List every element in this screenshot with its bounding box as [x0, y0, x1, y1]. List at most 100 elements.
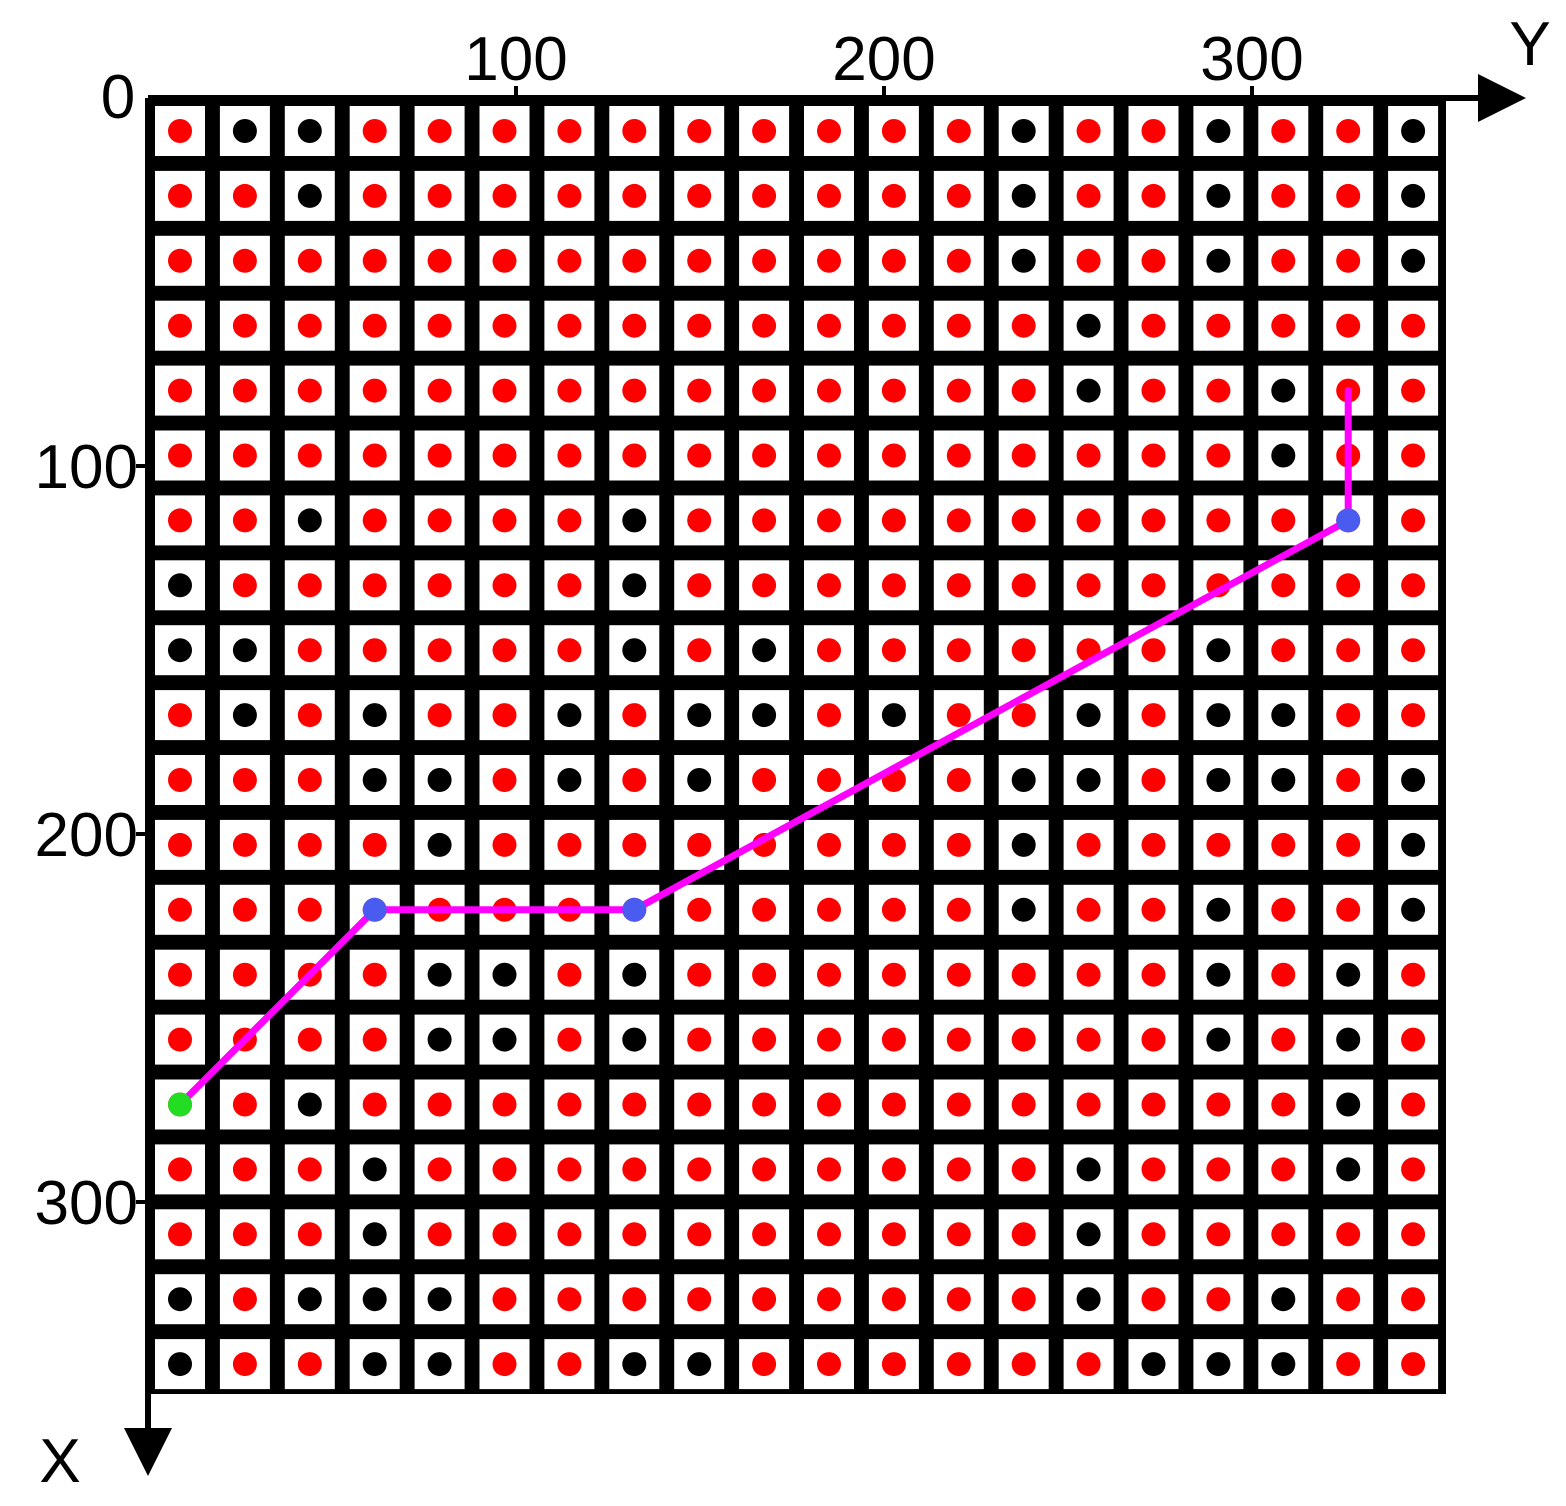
free-dot: [1401, 1092, 1426, 1117]
free-dot: [557, 1157, 582, 1182]
obstacle-dot: [1401, 768, 1426, 792]
free-dot: [492, 508, 517, 533]
free-dot: [946, 1287, 971, 1312]
free-dot: [168, 703, 192, 728]
free-dot: [427, 378, 452, 403]
free-dot: [492, 1157, 517, 1182]
obstacle-dot: [232, 703, 257, 728]
free-dot: [881, 638, 906, 663]
free-dot: [752, 1092, 777, 1117]
free-dot: [232, 508, 257, 533]
free-dot: [817, 703, 841, 728]
obstacle-dot: [557, 703, 582, 728]
free-dot: [1336, 313, 1361, 338]
obstacle-dot: [297, 1092, 322, 1117]
waypoint: [362, 897, 387, 922]
free-dot: [881, 378, 906, 403]
free-dot: [752, 119, 777, 143]
free-dot: [687, 1027, 712, 1052]
obstacle-dot: [427, 962, 452, 987]
obstacle-dot: [622, 1027, 647, 1052]
free-dot: [1141, 119, 1166, 143]
free-dot: [232, 443, 257, 468]
free-dot: [946, 832, 971, 857]
free-dot: [1076, 897, 1101, 922]
free-dot: [1336, 703, 1361, 728]
obstacle-dot: [1336, 1092, 1361, 1117]
free-dot: [297, 703, 322, 728]
obstacle-dot: [232, 638, 257, 663]
free-dot: [1141, 1222, 1166, 1247]
free-dot: [557, 962, 582, 987]
free-dot: [1141, 313, 1166, 338]
obstacle-dot: [427, 768, 452, 792]
free-dot: [687, 119, 712, 143]
free-dot: [168, 832, 192, 857]
free-dot: [1271, 119, 1296, 143]
free-dot: [946, 119, 971, 143]
free-dot: [1141, 768, 1166, 792]
free-dot: [1076, 962, 1101, 987]
free-dot: [622, 1157, 647, 1182]
free-dot: [168, 378, 192, 403]
free-dot: [362, 638, 387, 663]
free-dot: [622, 443, 647, 468]
obstacle-dot: [168, 1287, 192, 1312]
obstacle-dot: [752, 703, 777, 728]
free-dot: [1076, 119, 1101, 143]
obstacle-dot: [297, 1287, 322, 1312]
obstacle-dot: [1206, 768, 1231, 792]
free-dot: [817, 832, 841, 857]
free-dot: [232, 1287, 257, 1312]
obstacle-dot: [297, 119, 322, 143]
free-dot: [881, 897, 906, 922]
free-dot: [1076, 832, 1101, 857]
free-dot: [687, 638, 712, 663]
free-dot: [232, 183, 257, 208]
free-dot: [168, 119, 192, 143]
free-dot: [1011, 638, 1036, 663]
y-axis-label: Y: [1509, 10, 1550, 79]
free-dot: [232, 832, 257, 857]
free-dot: [1401, 508, 1426, 533]
free-dot: [1141, 962, 1166, 987]
free-dot: [1206, 1222, 1231, 1247]
free-dot: [752, 313, 777, 338]
free-dot: [687, 443, 712, 468]
free-dot: [946, 1027, 971, 1052]
free-dot: [881, 1352, 906, 1377]
free-dot: [881, 508, 906, 533]
free-dot: [1011, 703, 1036, 728]
obstacle-dot: [687, 703, 712, 728]
free-dot: [557, 573, 582, 598]
free-dot: [752, 1352, 777, 1377]
free-dot: [1141, 508, 1166, 533]
free-dot: [492, 638, 517, 663]
free-dot: [168, 768, 192, 792]
free-dot: [1011, 1222, 1036, 1247]
free-dot: [1336, 1287, 1361, 1312]
free-dot: [1141, 443, 1166, 468]
free-dot: [881, 962, 906, 987]
free-dot: [1076, 248, 1101, 273]
free-dot: [1011, 1287, 1036, 1312]
free-dot: [1401, 313, 1426, 338]
obstacle-dot: [1206, 703, 1231, 728]
free-dot: [427, 573, 452, 598]
y-tick-label: 100: [464, 25, 567, 94]
free-dot: [946, 638, 971, 663]
free-dot: [168, 248, 192, 273]
free-dot: [817, 1092, 841, 1117]
free-dot: [946, 703, 971, 728]
free-dot: [492, 768, 517, 792]
free-dot: [492, 1352, 517, 1377]
free-dot: [427, 313, 452, 338]
free-dot: [752, 378, 777, 403]
free-dot: [687, 378, 712, 403]
free-dot: [362, 378, 387, 403]
free-dot: [168, 1157, 192, 1182]
free-dot: [752, 443, 777, 468]
free-dot: [687, 508, 712, 533]
free-dot: [1206, 508, 1231, 533]
free-dot: [946, 378, 971, 403]
